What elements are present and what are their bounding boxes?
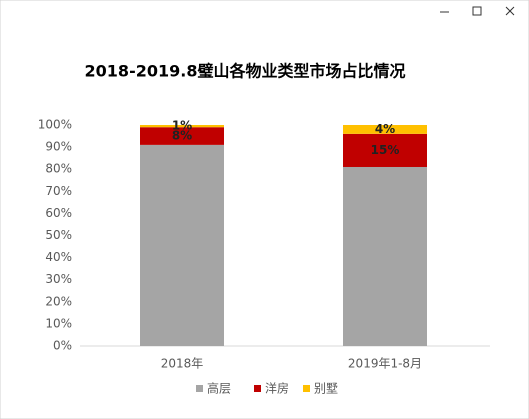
y-tick-label: 0% xyxy=(53,339,72,353)
y-tick-label: 30% xyxy=(45,272,72,286)
y-tick-label: 70% xyxy=(45,184,72,198)
y-tick-label: 10% xyxy=(45,316,72,330)
y-tick-label: 40% xyxy=(45,250,72,264)
x-tick-label: 2018年 xyxy=(161,357,204,371)
legend-label: 别墅 xyxy=(314,382,338,396)
bar-segment xyxy=(140,125,224,128)
y-tick-label: 80% xyxy=(45,162,72,176)
title-bar xyxy=(0,0,529,25)
chart-title: 2018-2019.8璧山各物业类型市场占比情况 xyxy=(85,62,406,81)
y-tick-label: 50% xyxy=(45,228,72,242)
legend-label: 高层 xyxy=(207,381,231,396)
bar-segment xyxy=(343,125,427,134)
legend-label: 洋房 xyxy=(265,381,289,396)
data-label: 8% xyxy=(172,129,192,143)
data-label: 4% xyxy=(375,122,395,136)
close-button[interactable] xyxy=(505,6,515,16)
maximize-button[interactable] xyxy=(472,6,482,16)
legend-swatch xyxy=(196,385,203,392)
y-tick-label: 100% xyxy=(38,118,72,132)
data-label: 15% xyxy=(371,143,400,157)
x-tick-label: 2019年1-8月 xyxy=(348,357,422,371)
legend-swatch xyxy=(303,385,310,392)
data-label: 1% xyxy=(172,119,192,133)
legend-swatch xyxy=(254,385,261,392)
y-tick-label: 20% xyxy=(45,294,72,308)
bar-segment xyxy=(343,133,427,167)
bar-segment xyxy=(140,127,224,145)
y-tick-label: 60% xyxy=(45,206,72,220)
bar-segment xyxy=(140,144,224,346)
bar-segment xyxy=(343,166,427,346)
y-tick-label: 90% xyxy=(45,140,72,154)
